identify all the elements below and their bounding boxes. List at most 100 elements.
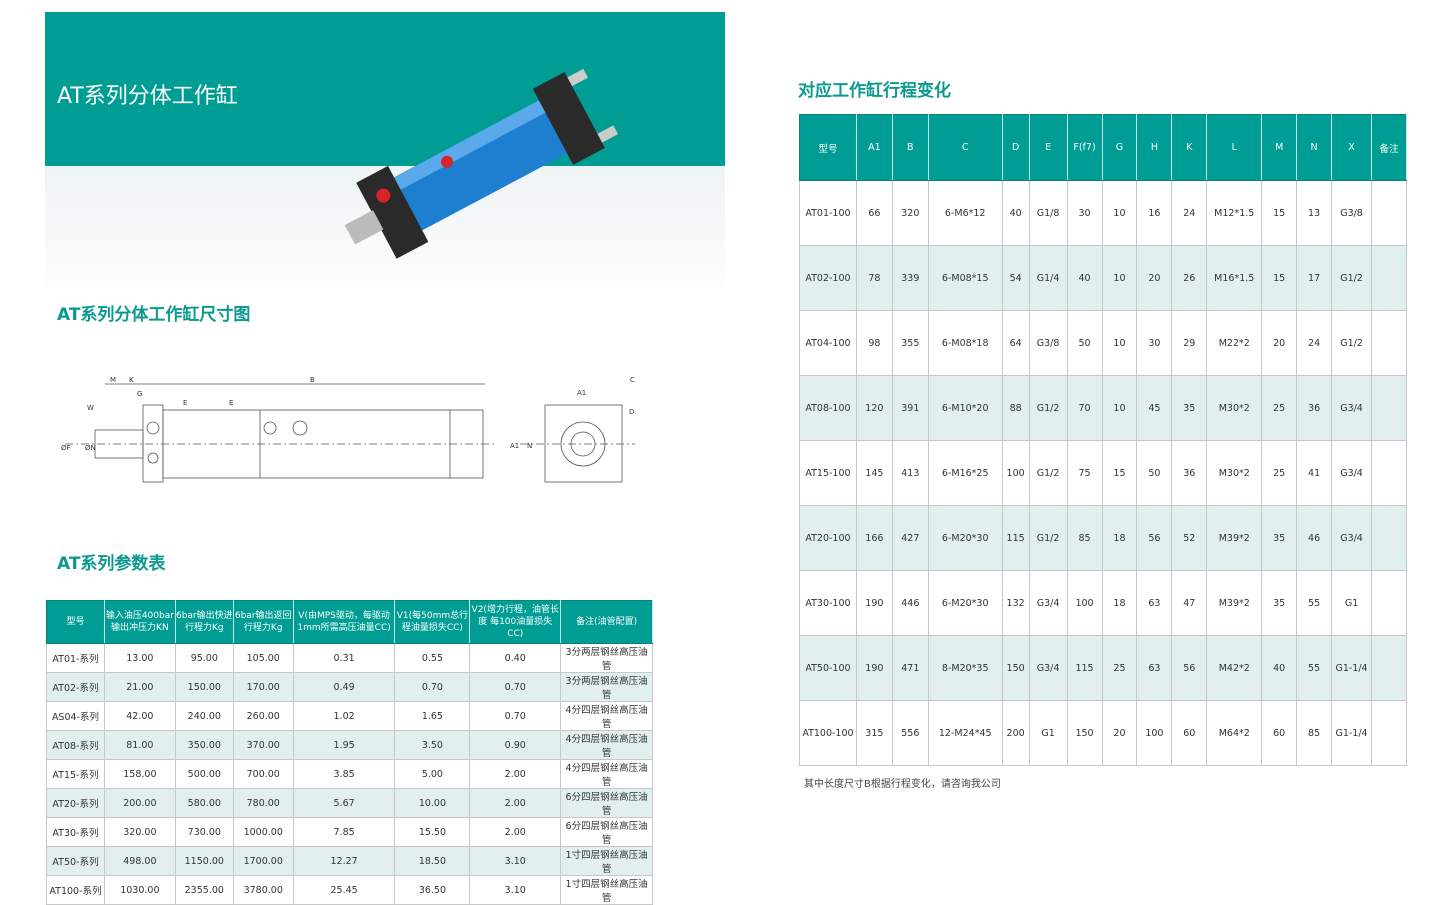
table-cell: AT04-100: [799, 310, 857, 376]
table-cell: 1寸四层钢丝高压油管: [560, 846, 653, 876]
table-cell: 25: [1101, 635, 1138, 701]
table-cell: G1/4: [1028, 245, 1068, 311]
table-cell: AT08-100: [799, 375, 857, 441]
table-cell: 15: [1101, 440, 1138, 506]
table-cell: 70: [1066, 375, 1103, 441]
table-cell: 190: [855, 635, 893, 701]
table-cell: 446: [891, 570, 929, 636]
table-cell: G1-1/4: [1331, 635, 1372, 701]
table-cell: 75: [1066, 440, 1103, 506]
table-cell: 115: [1066, 635, 1103, 701]
table-cell: [1371, 700, 1407, 766]
table-cell: 2.00: [469, 788, 562, 818]
column-header: X: [1331, 114, 1372, 181]
column-header: V2(增力行程，油管长度 每100油量损失CC): [469, 600, 562, 644]
table-cell: 1.95: [292, 730, 396, 760]
stroke-table-title: 对应工作缸行程变化: [798, 81, 951, 101]
table-cell: [1371, 375, 1407, 441]
table-cell: M42*2: [1206, 635, 1263, 701]
table-cell: 132: [1001, 570, 1030, 636]
table-cell: 35: [1171, 375, 1208, 441]
table-cell: 0.70: [469, 672, 562, 702]
table-cell: 700.00: [232, 759, 294, 789]
table-cell: 85: [1296, 700, 1333, 766]
table-cell: M16*1.5: [1206, 245, 1263, 311]
table-cell: 150.00: [174, 672, 234, 702]
table-cell: 30: [1066, 180, 1103, 246]
dim-label-m: M: [110, 376, 116, 384]
table-cell: 7.85: [292, 817, 396, 847]
table-cell: 36.50: [394, 875, 471, 905]
table-cell: 315: [855, 700, 893, 766]
table-cell: 10: [1101, 180, 1138, 246]
table-cell: 1700.00: [232, 846, 294, 876]
table-cell: AT20-100: [799, 505, 857, 571]
product-image-cylinder: [344, 68, 619, 259]
column-header: A1: [855, 114, 893, 181]
table-cell: [1371, 180, 1407, 246]
table-cell: 50: [1136, 440, 1173, 506]
table-cell: 40: [1001, 180, 1030, 246]
column-header: 型号: [799, 114, 857, 181]
table-cell: 370.00: [232, 730, 294, 760]
table-cell: 200: [1001, 700, 1030, 766]
dim-label-b: B: [310, 376, 315, 384]
table-cell: 498.00: [103, 846, 176, 876]
table-cell: 52: [1171, 505, 1208, 571]
dim-label-c: C: [630, 376, 635, 384]
column-header: 备注: [1371, 114, 1407, 181]
table-cell: 190: [855, 570, 893, 636]
table-cell: 0.31: [292, 643, 396, 673]
table-cell: M64*2: [1206, 700, 1263, 766]
table-cell: M22*2: [1206, 310, 1263, 376]
param-table-title: AT系列参数表: [57, 554, 166, 574]
table-cell: 2.00: [469, 817, 562, 847]
table-cell: 413: [891, 440, 929, 506]
table-cell: [1371, 310, 1407, 376]
table-cell: 30: [1136, 310, 1173, 376]
table-cell: 150: [1066, 700, 1103, 766]
column-header: 6bar输出返回 行程力Kg: [232, 600, 294, 644]
table-cell: 25: [1261, 440, 1298, 506]
table-cell: G3/8: [1331, 180, 1372, 246]
table-cell: 24: [1171, 180, 1208, 246]
table-cell: 1.02: [292, 701, 396, 731]
column-header: K: [1171, 114, 1208, 181]
table-cell: [1371, 570, 1407, 636]
table-cell: M39*2: [1206, 505, 1263, 571]
table-cell: 98: [855, 310, 893, 376]
dim-label-g: G: [137, 390, 142, 398]
table-cell: 10.00: [394, 788, 471, 818]
table-cell: 2355.00: [174, 875, 234, 905]
parameter-table: 型号 输入油压400bar 输出冲压力KN 6bar输出快进 行程力Kg 6bar输出…: [46, 600, 653, 905]
table-row: AT02-100 78 339 6-M08*15 54 G1/4 40 10 20 26 M16*1…: [799, 245, 1407, 311]
column-header: V(由MPS驱动，每驱动 1mm所需高压油量CC): [292, 600, 396, 644]
table-cell: [1371, 440, 1407, 506]
table-row: AT100-100 315 556 12-M24*45 200 G1 150 20 100 60 M…: [799, 700, 1407, 766]
table-cell: G3/4: [1331, 440, 1372, 506]
table-row: AT30-系列 320.00 730.00 1000.00 7.85 15.50 2.00 6…: [46, 817, 653, 847]
table-cell: 42.00: [103, 701, 176, 731]
table-cell: 64: [1001, 310, 1030, 376]
table-cell: 3.50: [394, 730, 471, 760]
table-cell: 150: [1001, 635, 1030, 701]
table-cell: 4分四层钢丝高压油管: [560, 730, 653, 760]
table-row: AT30-100 190 446 6-M20*30 132 G3/4 100 18 63 47 M3…: [799, 570, 1407, 636]
dim-label-d: D: [629, 408, 634, 416]
table-cell: G3/4: [1331, 375, 1372, 441]
table-cell: G1: [1028, 700, 1068, 766]
table-cell: 0.55: [394, 643, 471, 673]
table-cell: 47: [1171, 570, 1208, 636]
table-cell: 13: [1296, 180, 1333, 246]
table-cell: 5.00: [394, 759, 471, 789]
column-header: H: [1136, 114, 1173, 181]
table-cell: 4分四层钢丝高压油管: [560, 759, 653, 789]
dim-label-n-vertical: N: [527, 442, 532, 450]
table-cell: 41: [1296, 440, 1333, 506]
table-cell: 339: [891, 245, 929, 311]
table-cell: 6分四层钢丝高压油管: [560, 817, 653, 847]
table-cell: G3/8: [1028, 310, 1068, 376]
table-cell: G3/4: [1028, 570, 1068, 636]
table-row: AT20-系列 200.00 580.00 780.00 5.67 10.00 2.00 6分…: [46, 788, 653, 818]
table-cell: 166: [855, 505, 893, 571]
